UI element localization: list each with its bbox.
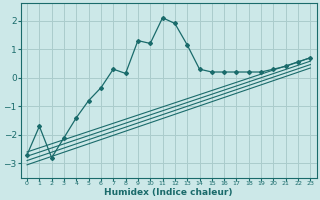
X-axis label: Humidex (Indice chaleur): Humidex (Indice chaleur): [104, 188, 233, 197]
